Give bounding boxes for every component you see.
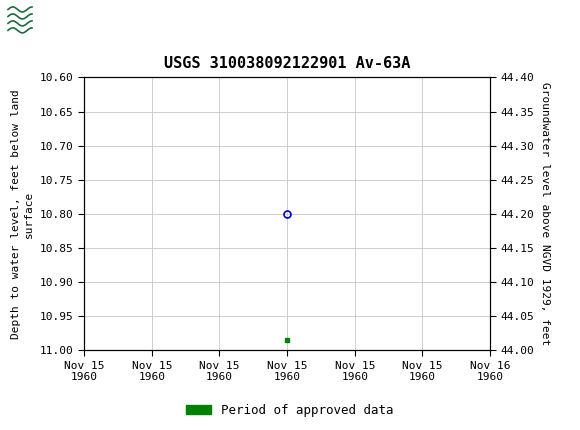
Y-axis label: Groundwater level above NGVD 1929, feet: Groundwater level above NGVD 1929, feet bbox=[540, 82, 550, 346]
Title: USGS 310038092122901 Av-63A: USGS 310038092122901 Av-63A bbox=[164, 55, 410, 71]
Legend: Period of approved data: Period of approved data bbox=[181, 399, 399, 421]
Text: USGS: USGS bbox=[37, 10, 97, 29]
Y-axis label: Depth to water level, feet below land
surface: Depth to water level, feet below land su… bbox=[11, 89, 34, 339]
Bar bbox=[6, 6, 34, 34]
